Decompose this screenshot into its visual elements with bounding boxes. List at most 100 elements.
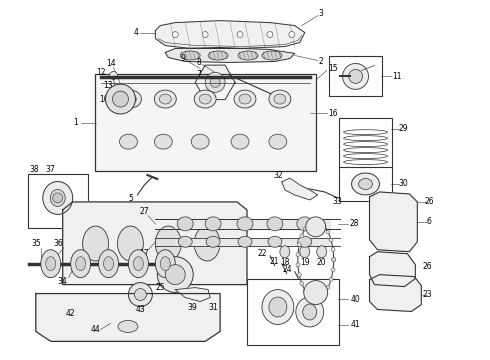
Text: 8: 8 — [197, 58, 201, 67]
Circle shape — [205, 72, 225, 92]
Circle shape — [210, 77, 220, 87]
Ellipse shape — [118, 226, 144, 261]
Ellipse shape — [180, 51, 200, 60]
Polygon shape — [369, 192, 417, 252]
Circle shape — [157, 257, 193, 293]
Circle shape — [318, 221, 321, 225]
Polygon shape — [175, 288, 210, 302]
Polygon shape — [195, 65, 235, 100]
Ellipse shape — [269, 297, 287, 317]
Circle shape — [322, 291, 326, 295]
Ellipse shape — [274, 94, 286, 104]
Text: 21: 21 — [269, 257, 279, 266]
Text: 15: 15 — [328, 64, 338, 73]
Circle shape — [303, 289, 307, 293]
Text: 43: 43 — [136, 305, 145, 314]
Circle shape — [306, 217, 326, 237]
Circle shape — [303, 227, 307, 231]
Circle shape — [304, 280, 328, 305]
Ellipse shape — [194, 226, 220, 261]
Circle shape — [128, 283, 152, 306]
Ellipse shape — [43, 181, 73, 214]
Polygon shape — [63, 202, 247, 285]
Circle shape — [308, 293, 312, 297]
Text: 10: 10 — [99, 95, 108, 104]
Ellipse shape — [155, 226, 181, 261]
Circle shape — [332, 258, 336, 262]
Circle shape — [331, 268, 335, 272]
Text: 29: 29 — [398, 124, 408, 133]
Ellipse shape — [178, 236, 192, 247]
Text: 33: 33 — [333, 197, 343, 206]
Polygon shape — [282, 178, 318, 200]
Circle shape — [134, 289, 147, 301]
Ellipse shape — [159, 94, 171, 104]
Polygon shape — [36, 293, 220, 341]
Text: 24: 24 — [282, 265, 292, 274]
Ellipse shape — [296, 297, 324, 327]
Circle shape — [202, 32, 208, 37]
Ellipse shape — [262, 51, 282, 60]
Text: 16: 16 — [328, 109, 338, 118]
Text: 39: 39 — [187, 303, 197, 312]
Ellipse shape — [71, 250, 91, 278]
Circle shape — [348, 69, 363, 84]
Circle shape — [297, 273, 301, 277]
Text: 20: 20 — [317, 258, 326, 267]
Ellipse shape — [206, 236, 220, 247]
Text: 28: 28 — [350, 219, 359, 228]
Circle shape — [343, 63, 368, 89]
Circle shape — [289, 32, 295, 37]
Text: 35: 35 — [31, 239, 41, 248]
Ellipse shape — [269, 90, 291, 108]
Ellipse shape — [267, 217, 283, 231]
Text: 26: 26 — [424, 197, 434, 206]
Circle shape — [237, 32, 243, 37]
Ellipse shape — [155, 250, 175, 278]
Polygon shape — [165, 48, 295, 62]
Ellipse shape — [154, 90, 176, 108]
Text: 36: 36 — [54, 239, 64, 248]
Ellipse shape — [118, 320, 138, 332]
FancyBboxPatch shape — [339, 118, 392, 168]
Circle shape — [332, 258, 336, 262]
Circle shape — [105, 84, 135, 114]
Text: 22: 22 — [257, 249, 267, 258]
Circle shape — [172, 32, 178, 37]
Text: 26: 26 — [422, 262, 432, 271]
Circle shape — [296, 263, 300, 267]
Circle shape — [267, 32, 273, 37]
Ellipse shape — [317, 246, 327, 258]
Text: 40: 40 — [351, 294, 361, 303]
Ellipse shape — [359, 179, 372, 189]
Circle shape — [329, 238, 333, 242]
Text: 17: 17 — [140, 249, 149, 258]
Text: 44: 44 — [91, 325, 100, 334]
Ellipse shape — [83, 226, 108, 261]
Circle shape — [110, 71, 118, 80]
FancyBboxPatch shape — [95, 75, 316, 171]
Circle shape — [113, 98, 121, 106]
FancyBboxPatch shape — [339, 167, 392, 201]
Circle shape — [326, 285, 330, 289]
Circle shape — [331, 247, 335, 252]
Text: 5: 5 — [128, 194, 133, 203]
Text: 7: 7 — [197, 70, 201, 79]
Text: 9: 9 — [181, 54, 186, 63]
Circle shape — [113, 91, 128, 107]
Circle shape — [308, 222, 312, 226]
Text: 34: 34 — [58, 277, 68, 286]
Circle shape — [326, 230, 330, 234]
Circle shape — [117, 84, 124, 92]
Text: 4: 4 — [134, 28, 139, 37]
FancyBboxPatch shape — [247, 279, 339, 345]
Text: 30: 30 — [398, 180, 408, 189]
Text: 23: 23 — [422, 290, 432, 299]
Ellipse shape — [128, 250, 148, 278]
FancyBboxPatch shape — [329, 57, 383, 96]
Ellipse shape — [352, 173, 379, 195]
Ellipse shape — [75, 257, 86, 271]
Circle shape — [300, 234, 304, 238]
Polygon shape — [369, 275, 421, 311]
Circle shape — [165, 265, 185, 285]
